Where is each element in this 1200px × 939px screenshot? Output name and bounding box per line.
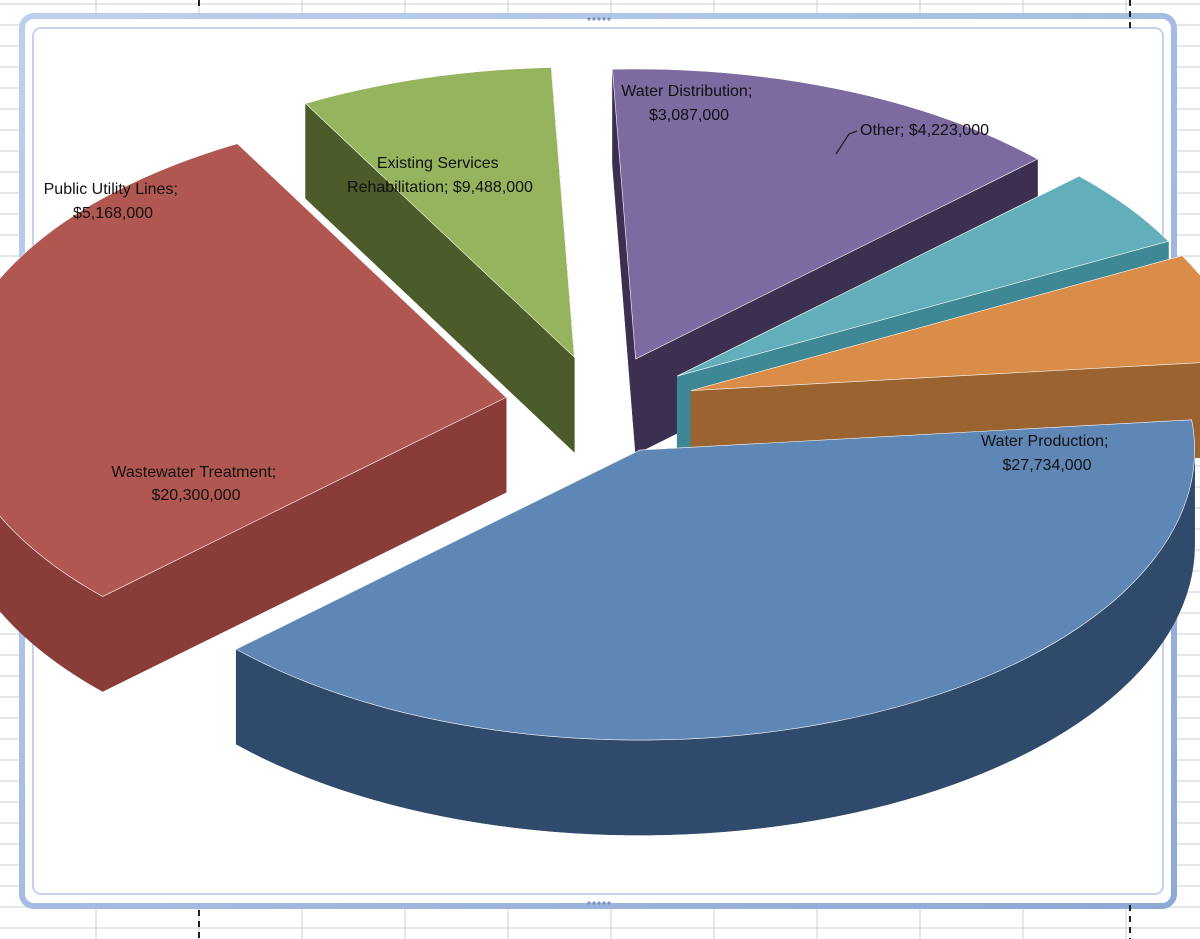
data-label-other: Other; $4,223,000 bbox=[860, 122, 989, 139]
pie-slice-wastewater-treatment[interactable] bbox=[0, 143, 507, 692]
other-leader-line bbox=[835, 130, 858, 155]
data-label-water-distribution: Water Distribution; $3,087,000 bbox=[621, 83, 756, 124]
data-label-public-utility-lines: Public Utility Lines; $5,168,000 bbox=[44, 181, 183, 222]
pie-slice-public-utility-lines[interactable] bbox=[304, 67, 575, 453]
pie-slice-water-production[interactable] bbox=[235, 419, 1195, 836]
data-label-existing-services-rehabilitation: Existing Services Rehabilitation; $9,488… bbox=[347, 155, 533, 196]
data-labels: Water Production; $27,734,000 Wastewater… bbox=[44, 83, 1113, 504]
pie-slice-top-water-production bbox=[235, 419, 1195, 741]
data-label-water-production: Water Production; $27,734,000 bbox=[981, 433, 1113, 474]
pie-slice-top-water-distribution bbox=[677, 175, 1170, 377]
pie-slice-top-public-utility-lines bbox=[304, 67, 575, 358]
pie-slice-top-other bbox=[690, 255, 1200, 391]
pie-slices bbox=[0, 67, 1200, 836]
data-label-wastewater-treatment: Wastewater Treatment; $20,300,000 bbox=[111, 464, 280, 504]
pie-slice-top-wastewater-treatment bbox=[0, 143, 507, 597]
resize-handle-bottom[interactable] bbox=[587, 901, 611, 905]
resize-handle-top[interactable] bbox=[587, 17, 611, 21]
cell-selection-markers bbox=[198, 0, 1131, 939]
pie-slice-top-existing-services-rehabilitation bbox=[612, 68, 1039, 360]
